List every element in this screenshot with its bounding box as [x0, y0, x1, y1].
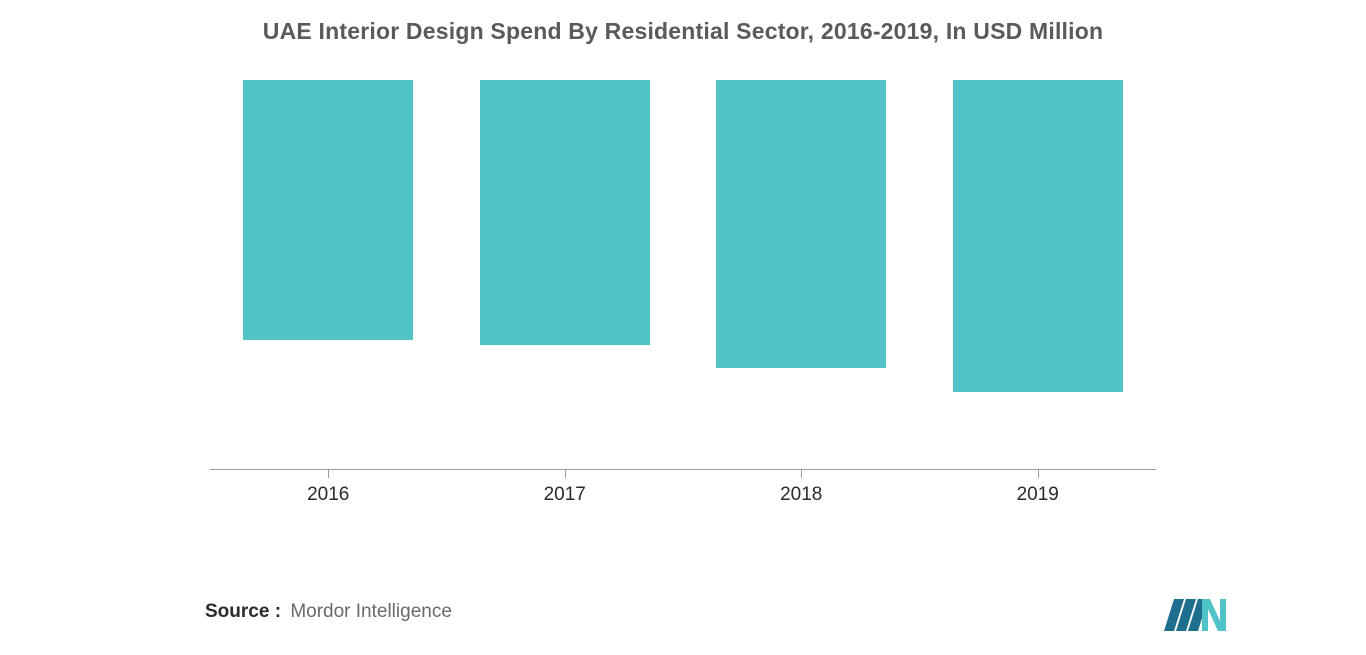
x-tick	[565, 470, 566, 478]
x-tick	[801, 470, 802, 478]
source-label: Source :	[205, 601, 281, 622]
bar-slot: 2016	[210, 80, 447, 470]
x-axis-label: 2018	[780, 484, 822, 506]
bar	[480, 80, 650, 345]
bar-slot: 2018	[683, 80, 920, 470]
bar	[716, 80, 886, 368]
bar-slot: 2019	[920, 80, 1157, 470]
x-tick	[1038, 470, 1039, 478]
bar	[953, 80, 1123, 392]
x-axis-line	[210, 469, 1156, 470]
bars-group: 2016201720182019	[210, 80, 1156, 470]
x-axis-label: 2017	[544, 484, 586, 506]
x-tick	[328, 470, 329, 478]
bar	[243, 80, 413, 340]
source-attribution: Source : Mordor Intelligence	[205, 601, 452, 623]
bar-slot: 2017	[447, 80, 684, 470]
mordor-logo-icon	[1162, 591, 1226, 631]
plot-area: 2016201720182019	[210, 80, 1156, 470]
x-axis-label: 2016	[307, 484, 349, 506]
chart-container: UAE Interior Design Spend By Residential…	[0, 0, 1366, 655]
source-name: Mordor Intelligence	[290, 601, 452, 622]
chart-title: UAE Interior Design Spend By Residential…	[0, 18, 1366, 45]
x-axis-label: 2019	[1017, 484, 1059, 506]
